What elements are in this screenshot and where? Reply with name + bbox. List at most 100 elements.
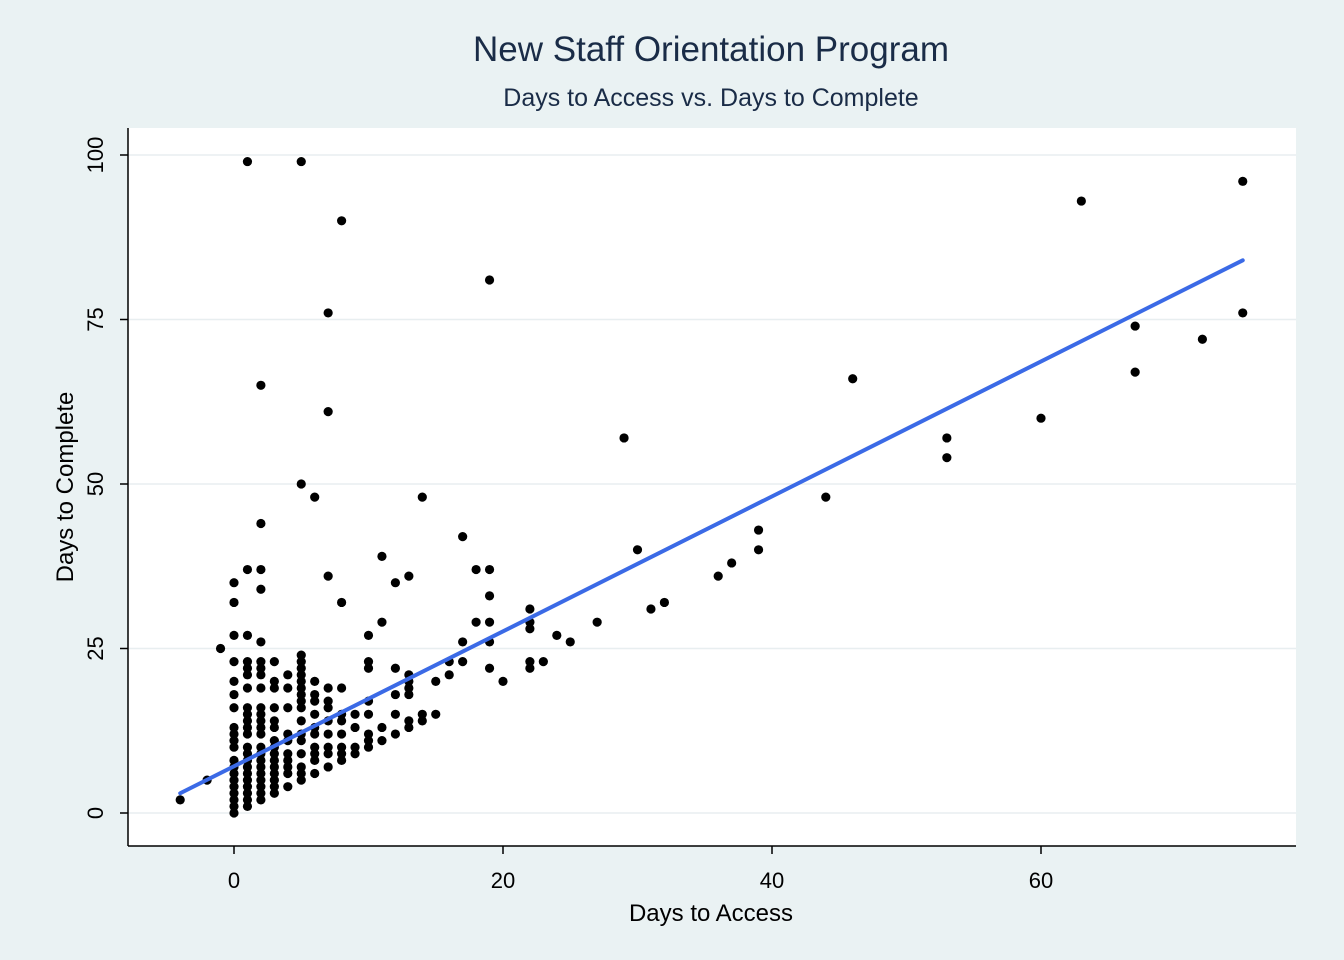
data-point-31	[242, 749, 253, 759]
data-point-63	[256, 637, 266, 647]
x-axis-title: Days to Access	[629, 900, 793, 927]
data-point-0	[175, 795, 185, 805]
data-point-82	[269, 657, 279, 667]
data-point-135	[337, 742, 347, 752]
data-point-136	[337, 729, 347, 739]
data-point-170	[417, 716, 427, 726]
data-point-155	[377, 722, 387, 733]
data-point-143	[350, 742, 360, 752]
data-point-154	[377, 736, 387, 746]
data-point-182	[484, 663, 495, 673]
data-point-130	[323, 571, 333, 581]
data-point-186	[484, 564, 495, 575]
data-point-24	[242, 795, 253, 805]
data-point-159	[390, 709, 400, 719]
data-point-12	[229, 742, 239, 752]
data-point-102	[296, 689, 306, 700]
data-point-77	[269, 722, 279, 733]
x-ticks: 0 20 40 60	[228, 846, 1053, 893]
data-point-40	[242, 663, 253, 673]
data-point-212	[1130, 367, 1140, 377]
data-point-149	[363, 709, 374, 719]
data-point-188	[498, 676, 508, 687]
data-point-123	[323, 749, 333, 759]
data-point-9	[229, 768, 239, 779]
data-point-73	[269, 755, 279, 765]
data-point-115	[310, 729, 320, 739]
data-point-72	[269, 762, 279, 772]
data-point-5	[229, 795, 239, 805]
data-point-206	[821, 492, 831, 502]
data-point-26	[242, 782, 253, 792]
axes	[127, 128, 1296, 847]
data-point-193	[525, 604, 535, 614]
data-point-32	[242, 742, 253, 752]
data-point-122	[323, 762, 333, 772]
data-point-139	[337, 683, 347, 693]
data-point-147	[363, 736, 374, 746]
data-point-80	[269, 683, 279, 693]
data-points	[175, 156, 1248, 818]
plot-area	[128, 128, 1296, 846]
data-point-177	[458, 657, 468, 667]
fit-line	[178, 258, 1245, 796]
data-point-153	[363, 630, 374, 640]
data-point-213	[1130, 321, 1140, 331]
data-point-3	[229, 808, 239, 818]
data-point-163	[404, 722, 414, 733]
data-point-78	[269, 716, 279, 726]
data-point-132	[323, 308, 333, 318]
data-point-110	[296, 156, 306, 167]
data-point-69	[269, 782, 279, 792]
data-point-108	[296, 650, 306, 660]
x-tick-label-2: 40	[760, 868, 784, 893]
data-point-64	[256, 584, 266, 594]
data-point-61	[256, 663, 266, 673]
data-point-157	[377, 551, 387, 561]
data-point-175	[444, 670, 454, 680]
data-point-191	[525, 624, 535, 634]
data-point-22	[229, 578, 239, 588]
data-point-180	[471, 617, 481, 627]
data-point-106	[296, 663, 306, 673]
data-point-11	[229, 755, 239, 765]
data-point-34	[242, 722, 253, 733]
data-point-146	[363, 742, 374, 752]
data-point-20	[229, 630, 239, 640]
data-point-109	[296, 479, 306, 489]
data-point-92	[283, 670, 293, 680]
data-point-87	[283, 749, 293, 759]
data-point-144	[350, 722, 360, 733]
data-point-67	[256, 380, 266, 390]
data-point-203	[727, 558, 737, 568]
data-point-66	[256, 518, 266, 529]
data-point-6	[229, 788, 239, 798]
data-point-196	[565, 637, 575, 647]
data-point-127	[323, 703, 333, 713]
data-point-107	[296, 657, 306, 667]
data-point-214	[1197, 334, 1207, 344]
data-point-185	[484, 591, 495, 601]
data-point-45	[256, 795, 266, 805]
data-point-184	[484, 617, 495, 627]
data-point-171	[417, 709, 427, 719]
data-point-48	[256, 775, 266, 785]
data-point-173	[431, 709, 441, 719]
data-point-164	[404, 716, 414, 726]
data-point-95	[296, 762, 306, 772]
data-point-202	[713, 571, 723, 581]
data-point-25	[242, 788, 253, 798]
data-point-29	[242, 762, 253, 772]
data-point-90	[283, 703, 293, 713]
data-point-119	[310, 689, 320, 700]
data-point-74	[269, 749, 279, 759]
data-point-86	[283, 755, 293, 765]
data-point-35	[242, 716, 253, 726]
data-point-128	[323, 696, 333, 706]
data-point-187	[484, 275, 495, 285]
data-point-114	[310, 742, 320, 752]
data-point-137	[337, 716, 347, 726]
data-point-50	[256, 762, 266, 772]
y-tick-label-1: 25	[83, 636, 108, 660]
